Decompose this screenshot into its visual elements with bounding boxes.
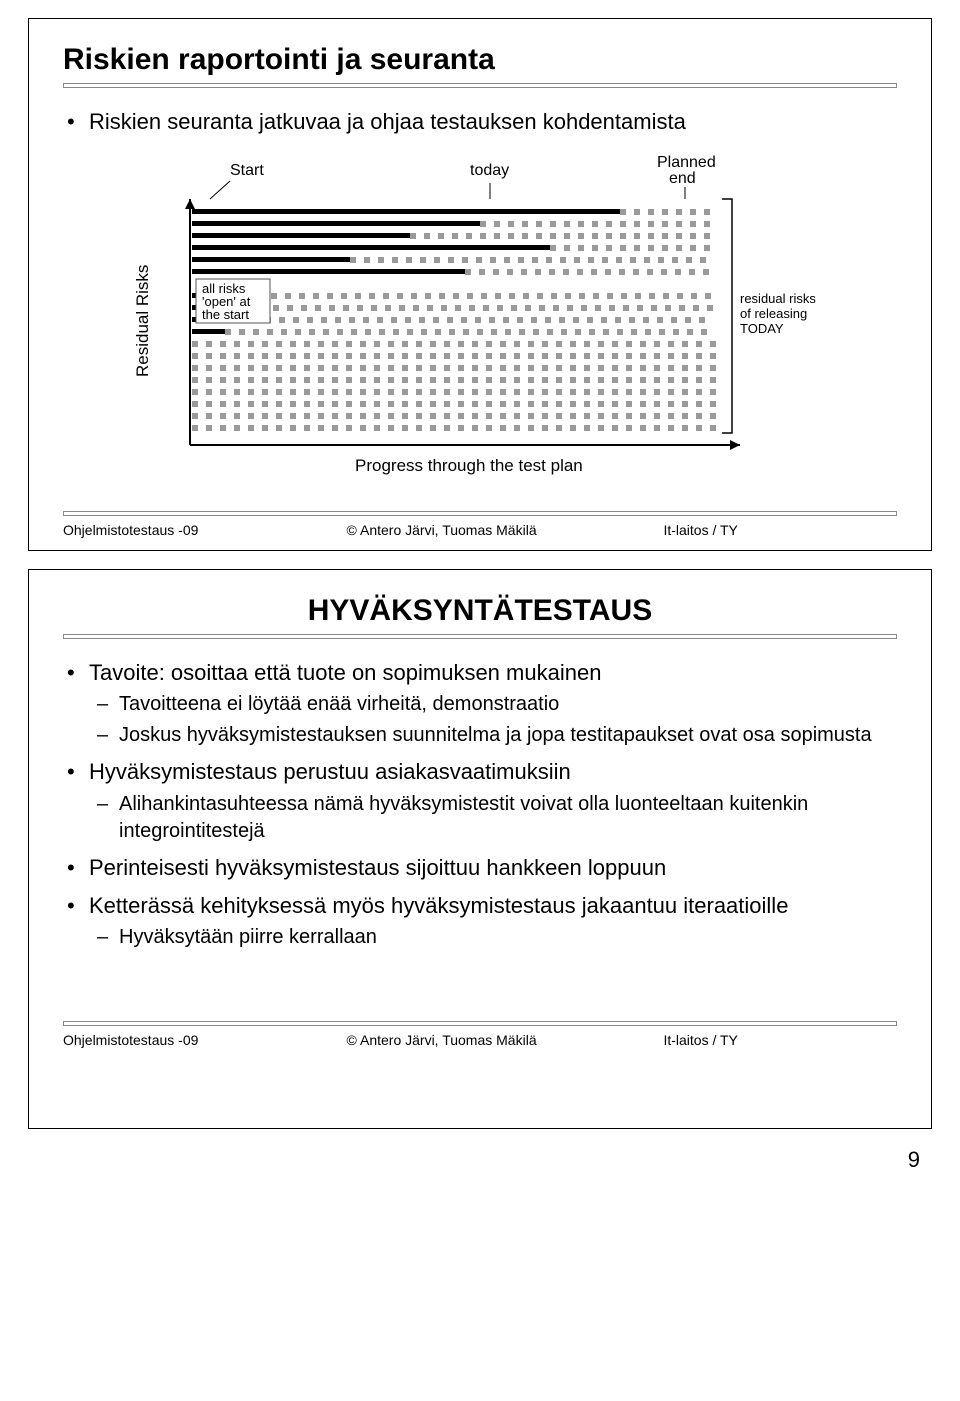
- sub-bullet: Joskus hyväksymistestauksen suunnitelma …: [119, 722, 897, 749]
- footer-center: © Antero Järvi, Tuomas Mäkilä: [347, 1032, 664, 1048]
- svg-text:of releasing: of releasing: [740, 306, 807, 321]
- slide-1: Riskien raportointi ja seuranta Riskien …: [28, 18, 932, 551]
- bullet-item: Hyväksymistestaus perustuu asiakasvaatim…: [89, 757, 897, 845]
- slide1-bullets: Riskien seuranta jatkuvaa ja ohjaa testa…: [63, 107, 897, 137]
- slide-2: HYVÄKSYNTÄTESTAUS Tavoite: osoittaa että…: [28, 569, 932, 1129]
- footer-right: It-laitos / TY: [663, 1032, 897, 1048]
- svg-text:Progress through the test plan: Progress through the test plan: [355, 456, 583, 475]
- svg-text:the start: the start: [202, 307, 249, 322]
- title-rule: [63, 634, 897, 640]
- footer-center: © Antero Järvi, Tuomas Mäkilä: [347, 522, 664, 538]
- svg-text:today: today: [470, 162, 509, 179]
- svg-text:end: end: [669, 170, 696, 187]
- risk-burndown-chart: Start today Plannedend Residual Risks Progre…: [120, 153, 840, 493]
- bullet-item: Riskien seuranta jatkuvaa ja ohjaa testa…: [89, 107, 897, 137]
- page-number: 9: [0, 1147, 920, 1173]
- sub-bullet: Tavoitteena ei löytää enää virheitä, dem…: [119, 691, 897, 718]
- slide-footer: Ohjelmistotestaus -09 © Antero Järvi, Tu…: [63, 511, 897, 538]
- bullet-item: Ketterässä kehityksessä myös hyväksymist…: [89, 891, 897, 952]
- bullet-item: Tavoite: osoittaa että tuote on sopimuks…: [89, 658, 897, 750]
- footer-left: Ohjelmistotestaus -09: [63, 1032, 347, 1048]
- svg-text:Planned: Planned: [657, 154, 716, 171]
- sub-bullet: Hyväksytään piirre kerrallaan: [119, 924, 897, 951]
- bullet-item: Perinteisesti hyväksymistestaus sijoittu…: [89, 853, 897, 883]
- svg-text:TODAY: TODAY: [740, 321, 784, 336]
- sub-list: Alihankintasuhteessa nämä hyväksymistest…: [89, 791, 897, 845]
- sub-list: Hyväksytään piirre kerrallaan: [89, 924, 897, 951]
- risk-chart-svg: Start today Plannedend Residual Risks Progre…: [120, 153, 840, 493]
- footer-right: It-laitos / TY: [663, 522, 897, 538]
- footer-left: Ohjelmistotestaus -09: [63, 522, 347, 538]
- title-rule: [63, 83, 897, 89]
- slide2-title: HYVÄKSYNTÄTESTAUS: [308, 594, 652, 628]
- slide2-bullets: Tavoite: osoittaa että tuote on sopimuks…: [63, 658, 897, 952]
- svg-text:Start: Start: [230, 162, 264, 179]
- slide1-title: Riskien raportointi ja seuranta: [63, 43, 897, 77]
- slide-footer: Ohjelmistotestaus -09 © Antero Järvi, Tu…: [63, 1021, 897, 1048]
- svg-text:residual risks: residual risks: [740, 291, 816, 306]
- sub-list: Tavoitteena ei löytää enää virheitä, dem…: [89, 691, 897, 749]
- svg-text:Residual Risks: Residual Risks: [133, 264, 152, 376]
- sub-bullet: Alihankintasuhteessa nämä hyväksymistest…: [119, 791, 897, 845]
